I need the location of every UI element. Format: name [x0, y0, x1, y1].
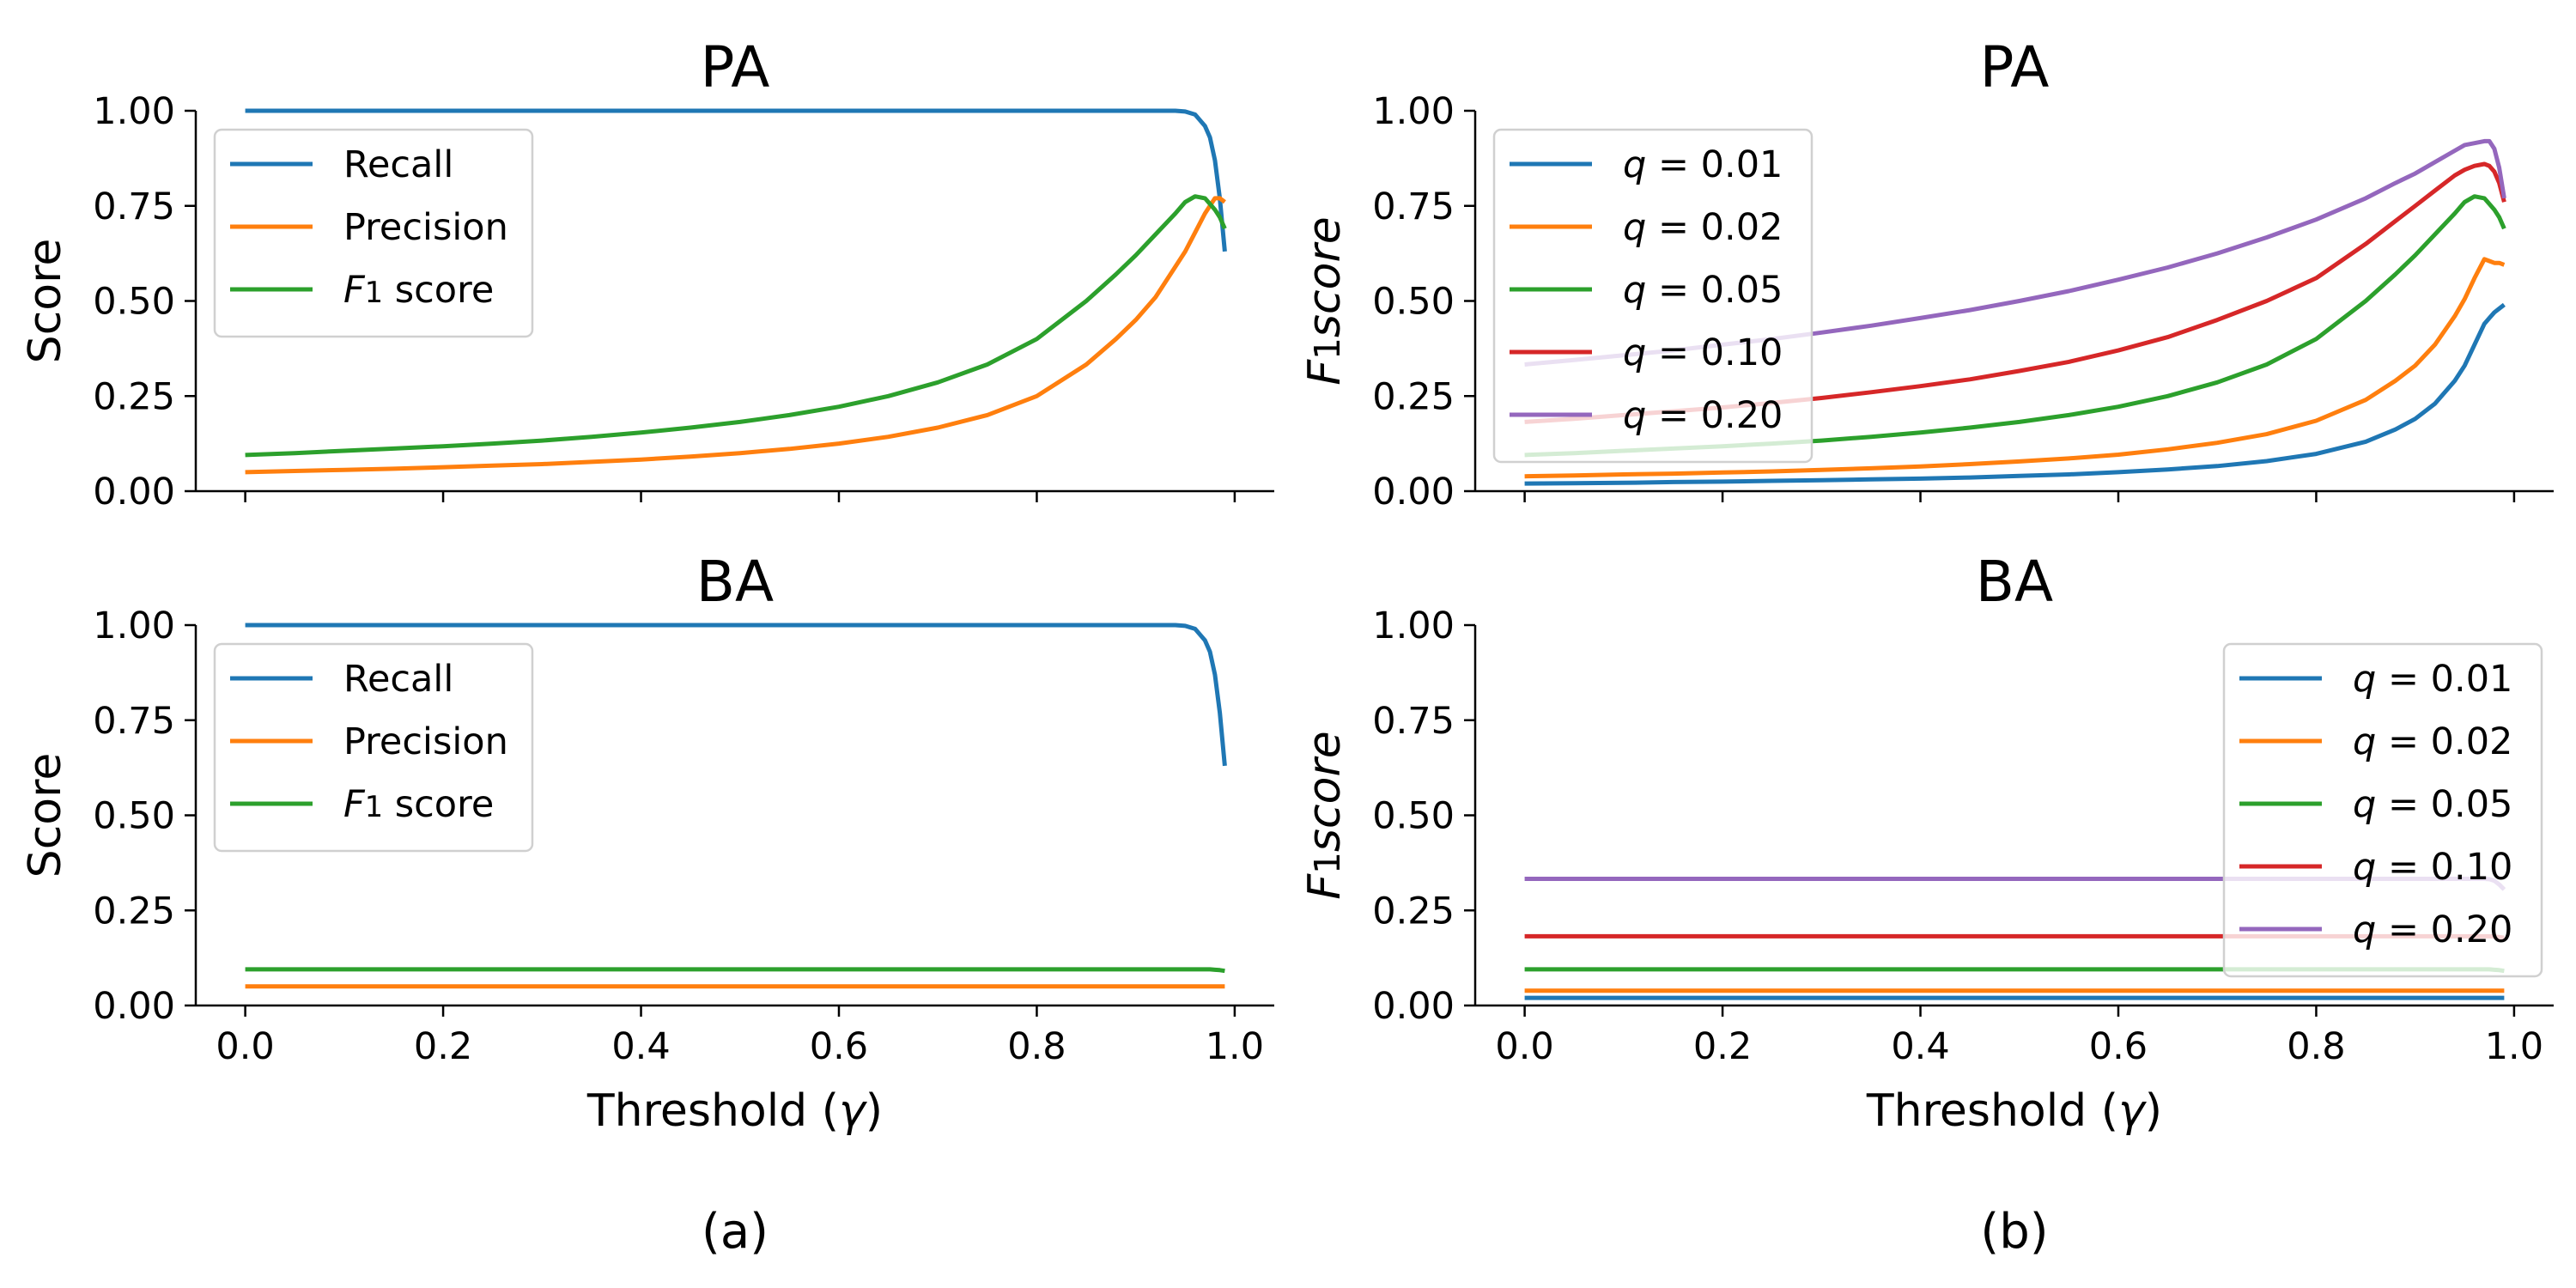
y-tick-label: 0.50	[1372, 281, 1455, 324]
legend-box	[213, 128, 534, 338]
legend-label: q = 0.01	[1623, 143, 1783, 186]
y-tick-label: 0.50	[93, 281, 175, 324]
legend-label: Precision	[343, 720, 508, 763]
y-tick-label: 0.25	[93, 375, 175, 418]
legend-label: q = 0.02	[1623, 206, 1783, 249]
legend: Recall Precision F1 score	[213, 128, 534, 338]
legend-label: q = 0.20	[2353, 908, 2512, 951]
series-line-q-0-02	[1524, 257, 2506, 479]
y-tick-label: 0.00	[1372, 985, 1455, 1028]
x-tick-label: 0.8	[2287, 1025, 2345, 1068]
legend-label: q = 0.05	[2353, 783, 2512, 826]
series-line-f-score	[245, 967, 1225, 974]
y-axis-title: F1score	[1299, 731, 1351, 900]
x-tick-label: 0.8	[1007, 1025, 1066, 1068]
legend: q = 0.01 q = 0.02 q = 0.05 q = 0.10 q = 0.20	[2222, 642, 2543, 978]
panel-title: BA	[696, 549, 774, 615]
series-line-recall	[245, 623, 1227, 767]
x-tick-label: 0.4	[1891, 1025, 1949, 1068]
x-tick-label: 0.2	[414, 1025, 472, 1068]
panel-title: PA	[701, 34, 770, 100]
y-tick-label: 0.25	[1372, 375, 1455, 418]
x-tick-label: 1.0	[2485, 1025, 2543, 1068]
legend-label: q = 0.10	[1623, 331, 1783, 374]
x-tick-label: 0.0	[1495, 1025, 1553, 1068]
y-axis-title: Score	[20, 753, 71, 878]
y-tick-label: 0.75	[93, 700, 175, 743]
y-tick-label: 0.00	[93, 471, 175, 513]
y-tick-label: 1.00	[93, 605, 175, 647]
panel-pa-scores: PA 0.00 0.25 0.50 0.75 1.00 Score Recall Precisi…	[20, 34, 1274, 513]
y-tick-label: 0.75	[1372, 700, 1455, 743]
legend-box	[1492, 128, 1814, 464]
x-tick-label: 0.4	[611, 1025, 670, 1068]
panel-caption: (a)	[702, 1204, 769, 1260]
y-tick-label: 0.75	[1372, 185, 1455, 228]
y-tick-label: 0.50	[93, 795, 175, 838]
x-axis-title: Threshold (γ)	[586, 1085, 883, 1137]
legend-label: Recall	[343, 143, 453, 186]
series-line-precision	[245, 196, 1226, 475]
legend: Recall Precision F1 score	[213, 642, 534, 853]
panel-ba-scores: BA 0.00 0.25 0.50 0.75 1.00 0.0 0.2 0.4 0.6 0.8 1.0…	[20, 549, 1274, 1260]
y-tick-label: 0.25	[1372, 890, 1455, 933]
panel-title: PA	[1980, 34, 2050, 100]
y-tick-label: 0.00	[93, 985, 175, 1028]
legend: q = 0.01 q = 0.02 q = 0.05 q = 0.10 q = 0.20	[1492, 128, 1814, 464]
y-tick-label: 0.50	[1372, 795, 1455, 838]
legend-box	[213, 642, 534, 853]
panel-title: BA	[1976, 549, 2053, 615]
y-axis-title: Score	[20, 239, 71, 364]
x-tick-label: 0.6	[810, 1025, 868, 1068]
panel-caption: (b)	[1980, 1204, 2048, 1260]
legend-label: Precision	[343, 206, 508, 249]
legend-label: Recall	[343, 658, 453, 701]
y-tick-label: 1.00	[1372, 90, 1455, 133]
x-tick-label: 0.0	[216, 1025, 274, 1068]
x-axis-title: Threshold (γ)	[1866, 1085, 2162, 1137]
y-tick-label: 0.75	[93, 185, 175, 228]
x-tick-label: 0.2	[1693, 1025, 1752, 1068]
series-line-recall	[245, 108, 1227, 252]
legend-label: q = 0.01	[2353, 658, 2512, 701]
legend-label: q = 0.20	[1623, 394, 1783, 437]
x-tick-label: 0.6	[2089, 1025, 2148, 1068]
y-tick-label: 1.00	[93, 90, 175, 133]
y-tick-label: 0.25	[93, 890, 175, 933]
legend-label: q = 0.05	[1623, 269, 1783, 312]
legend-label: q = 0.02	[2353, 720, 2512, 763]
y-axis-title: F1score	[1299, 216, 1351, 386]
y-tick-label: 0.00	[1372, 471, 1455, 513]
series-line-f-score	[245, 194, 1227, 458]
y-tick-label: 1.00	[1372, 605, 1455, 647]
legend-label: q = 0.10	[2353, 846, 2512, 889]
legend-label: F1 score	[343, 269, 494, 312]
panel-ba-f1-by-q: BA 0.00 0.25 0.50 0.75 1.00 0.0 0.2 0.4 0.6 0.8 1.0…	[1299, 549, 2554, 1260]
x-tick-label: 1.0	[1206, 1025, 1264, 1068]
legend-label: F1 score	[343, 783, 494, 826]
legend-box	[2222, 642, 2543, 978]
series-line-q-0-01	[1524, 302, 2506, 486]
